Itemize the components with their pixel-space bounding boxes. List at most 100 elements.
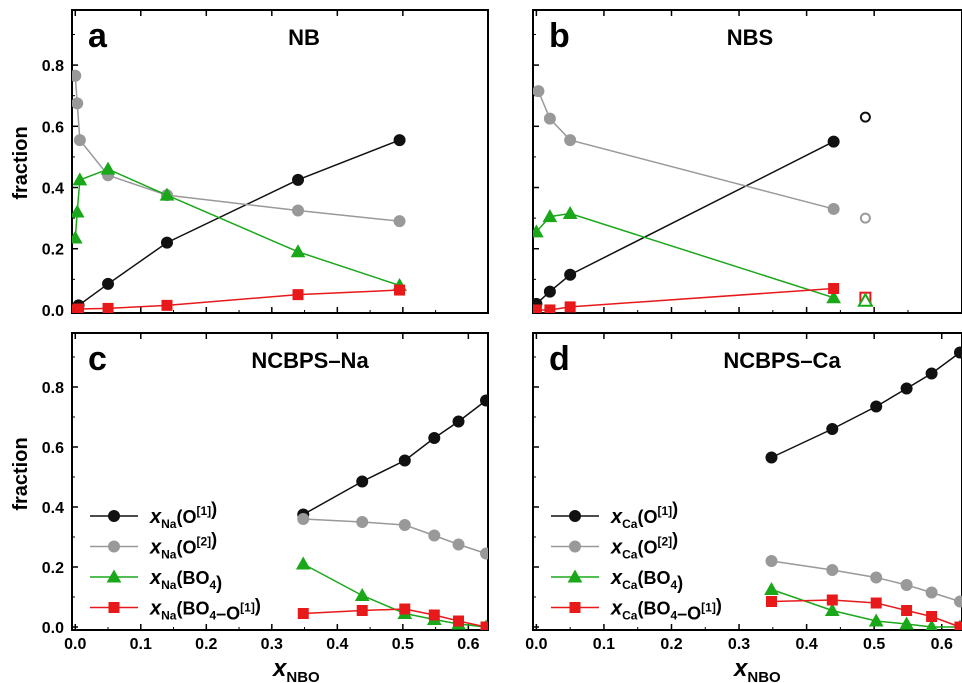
series-line-bo4 bbox=[74, 168, 400, 287]
data-point-o2 bbox=[900, 579, 913, 591]
y-tick-label: 0.4 bbox=[42, 181, 64, 198]
open-data-point-bo4 bbox=[857, 292, 874, 307]
data-point-o2 bbox=[73, 134, 86, 147]
y-axis-label-top: fraction bbox=[10, 126, 32, 199]
x-tick-label: 0.0 bbox=[64, 636, 86, 653]
data-point-bo4_o1 bbox=[828, 283, 840, 295]
series-line-o1 bbox=[535, 140, 834, 305]
legend-label: xCa(BO4) bbox=[610, 567, 683, 593]
x-axis-label-left: xNBO bbox=[271, 655, 320, 683]
data-point-bo4 bbox=[100, 161, 116, 175]
plot-frame bbox=[532, 332, 962, 631]
data-point-o1 bbox=[160, 236, 173, 249]
panel-title: NB bbox=[288, 25, 320, 50]
data-point-o1 bbox=[102, 277, 115, 290]
panel-letter: d bbox=[549, 340, 570, 378]
panel-d: 0.0 0.1 0.2 0.3 0.4 0.5 0.6d NCBPS–CaxCa(O[1])x… bbox=[525, 332, 962, 653]
plot-area bbox=[533, 85, 874, 313]
legend-label: xCa(BO4–O[1]) bbox=[610, 596, 722, 624]
open-data-point-o1 bbox=[859, 111, 871, 123]
data-point-o1 bbox=[452, 415, 465, 428]
data-point-bo4_o1 bbox=[826, 594, 838, 606]
x-axis-label-right: xNBO bbox=[732, 655, 781, 683]
plot-frame bbox=[71, 9, 489, 314]
panel-b: b NBS bbox=[532, 9, 962, 314]
data-point-o2 bbox=[543, 112, 556, 125]
data-point-o2 bbox=[428, 529, 441, 542]
data-point-o2 bbox=[398, 519, 411, 531]
legend-marker bbox=[108, 540, 120, 553]
data-point-bo4 bbox=[899, 616, 914, 630]
legend-label: xNa(O[2]) bbox=[149, 530, 217, 562]
x-tick-label: 0.1 bbox=[130, 636, 152, 653]
plot-frame bbox=[71, 332, 489, 631]
data-point-bo4 bbox=[354, 587, 370, 601]
data-point-o2 bbox=[827, 202, 840, 215]
panel-letter: b bbox=[549, 17, 570, 55]
data-point-o1 bbox=[398, 454, 411, 467]
series-line-bo4_o1 bbox=[536, 287, 834, 311]
legend-marker bbox=[569, 540, 581, 553]
data-point-bo4_o1 bbox=[954, 621, 962, 630]
legend-marker bbox=[567, 569, 583, 583]
x-tick-label: 0.4 bbox=[326, 636, 348, 653]
panel-c: 0.0 0.1 0.2 0.3 0.4 0.5 0.6 0.0 0.2 0.4 0.6 0.8 c NCB… bbox=[42, 332, 489, 653]
data-point-o2 bbox=[72, 69, 82, 82]
data-point-o2 bbox=[72, 97, 84, 110]
data-point-bo4 bbox=[824, 602, 840, 616]
data-point-o1 bbox=[827, 135, 840, 148]
data-point-o2 bbox=[564, 134, 577, 147]
data-point-o2 bbox=[533, 85, 545, 98]
open-data-point-o2 bbox=[859, 212, 871, 224]
series-line-o2 bbox=[537, 90, 834, 210]
data-point-bo4 bbox=[764, 581, 779, 595]
data-point-o1 bbox=[292, 173, 305, 186]
legend-label: xCa(O[1]) bbox=[610, 499, 678, 531]
x-tick-label: 0.5 bbox=[392, 636, 414, 653]
data-point-bo4 bbox=[295, 556, 311, 570]
legend-marker bbox=[569, 510, 581, 522]
data-point-bo4 bbox=[826, 290, 841, 304]
data-point-o1 bbox=[925, 367, 938, 380]
data-point-o1 bbox=[393, 134, 406, 147]
data-point-o1 bbox=[356, 475, 369, 488]
data-point-o1 bbox=[870, 400, 883, 413]
series-line-bo4 bbox=[535, 212, 834, 299]
legend-marker bbox=[108, 510, 120, 522]
data-point-bo4_o1 bbox=[428, 609, 440, 621]
data-point-bo4 bbox=[72, 204, 85, 218]
data-point-bo4 bbox=[72, 230, 83, 244]
x-tick-label: 0.2 bbox=[195, 636, 217, 653]
data-point-o1 bbox=[826, 423, 839, 435]
data-point-bo4_o1 bbox=[399, 603, 411, 615]
y-tick-label: 0.6 bbox=[42, 119, 64, 136]
y-axis-label-bottom: fraction bbox=[10, 437, 32, 510]
data-point-o1 bbox=[428, 432, 441, 444]
data-point-bo4_o1 bbox=[453, 615, 465, 627]
x-tick-label: 0.5 bbox=[863, 636, 885, 653]
data-point-bo4_o1 bbox=[533, 304, 542, 313]
legend-marker bbox=[106, 569, 122, 583]
x-tick-label: 0.6 bbox=[931, 636, 953, 653]
data-point-o2 bbox=[292, 204, 305, 217]
data-point-o1 bbox=[564, 268, 577, 281]
data-point-bo4 bbox=[868, 613, 884, 627]
panel-title: NBS bbox=[727, 25, 773, 50]
series-line-bo4 bbox=[771, 588, 960, 628]
y-tick-label: 0.8 bbox=[42, 58, 64, 75]
data-point-o1 bbox=[543, 285, 556, 298]
legend-marker bbox=[569, 602, 581, 613]
data-point-o1 bbox=[765, 451, 778, 464]
x-axis-label-sub: NBO bbox=[747, 669, 781, 683]
legend-marker bbox=[108, 602, 120, 613]
x-tick-label: 0.4 bbox=[795, 636, 817, 653]
legend: xCa(O[1])xCa(O[2]) xCa(BO4) xCa(BO4–O[1]) bbox=[551, 499, 722, 624]
data-point-o2 bbox=[765, 555, 778, 567]
y-tick-label: 0.6 bbox=[42, 440, 64, 457]
data-point-o2 bbox=[356, 516, 369, 528]
data-point-o2 bbox=[925, 586, 938, 599]
x-tick-label: 0.0 bbox=[525, 636, 547, 653]
data-point-bo4_o1 bbox=[870, 597, 882, 609]
y-tick-label: 0.0 bbox=[42, 303, 64, 320]
x-axis-label-var: x bbox=[271, 655, 288, 682]
